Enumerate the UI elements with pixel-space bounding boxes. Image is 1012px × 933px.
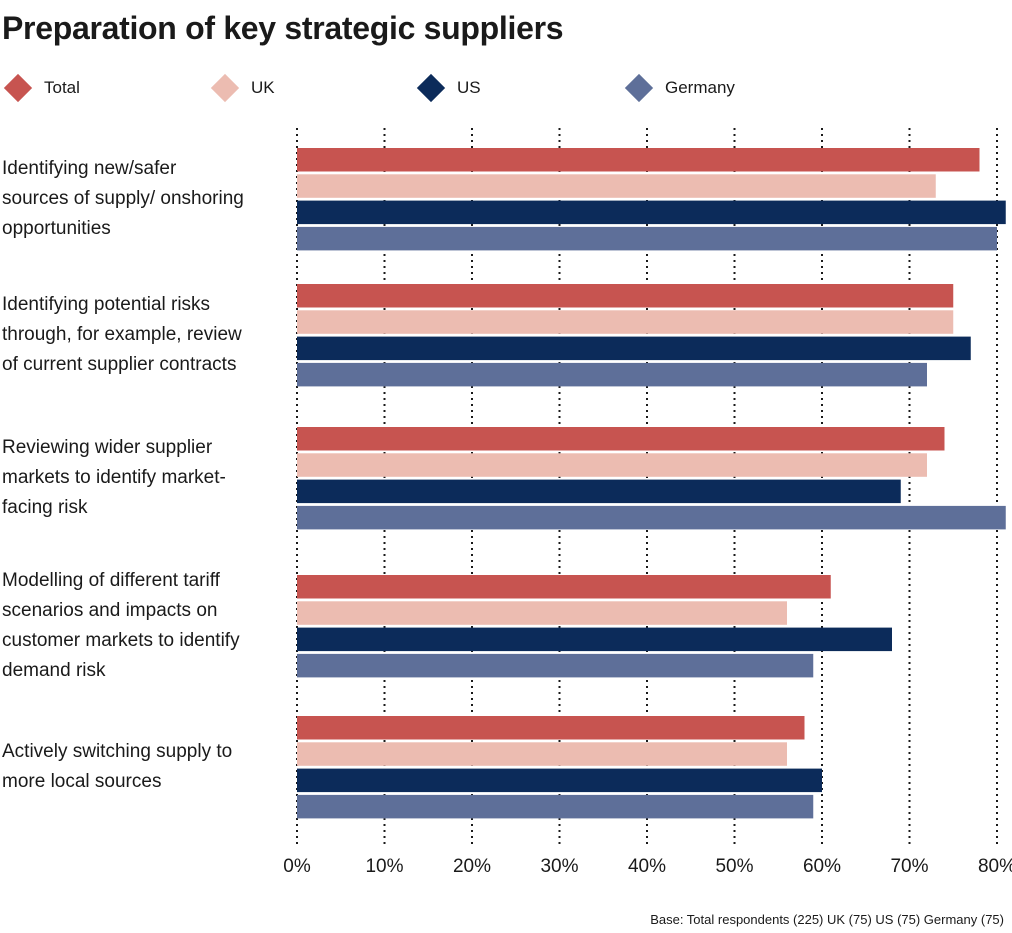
- bar-total-3: [297, 427, 945, 451]
- x-tick-label-60: 60%: [803, 856, 841, 877]
- x-tick-label-10: 10%: [365, 856, 403, 877]
- legend-label-uk: UK: [251, 78, 275, 97]
- category-label-line: Modelling of different tariff: [2, 570, 220, 592]
- category-label-3: Reviewing wider supplier markets to ident…: [2, 433, 282, 523]
- x-tick-label-20: 20%: [453, 856, 491, 877]
- category-label-line: of current supplier contracts: [2, 354, 237, 376]
- category-label-line: scenarios and impacts on: [2, 600, 218, 622]
- category-label-line: customer markets to identify: [2, 630, 240, 652]
- x-tick-label-80: 80%: [978, 856, 1012, 877]
- legend-label-us: US: [457, 78, 481, 97]
- legend-label-total: Total: [44, 78, 80, 97]
- bar-germany-3: [297, 505, 1006, 530]
- category-label-2: Identifying potential risks through, for …: [2, 290, 282, 380]
- x-tick-label-50: 50%: [715, 856, 753, 877]
- category-label-line: facing risk: [2, 497, 88, 519]
- legend-item-germany: Germany: [621, 70, 735, 106]
- category-label-line: Identifying new/safer: [2, 158, 177, 180]
- legend: Total UK US Germany: [0, 70, 1012, 106]
- category-label-line: Identifying potential risks: [2, 294, 211, 316]
- bar-uk-4: [297, 601, 787, 625]
- bar-germany-2: [297, 362, 927, 387]
- bar-germany-5: [297, 794, 814, 819]
- bar-germany-4: [297, 653, 814, 678]
- category-label-line: demand risk: [2, 660, 106, 682]
- category-label-line: opportunities: [2, 218, 111, 240]
- footnote: Base: Total respondents (225) UK (75) US…: [650, 912, 1004, 927]
- bar-total-1: [297, 148, 980, 172]
- bar-germany-1: [297, 226, 997, 251]
- legend-item-uk: UK: [207, 70, 275, 106]
- bar-uk-3: [297, 453, 927, 477]
- x-tick-label-30: 30%: [540, 856, 578, 877]
- category-label-1: Identifying new/safer sources of supply/ …: [2, 154, 282, 244]
- bar-us-5: [297, 768, 822, 793]
- bar-total-2: [297, 284, 954, 308]
- bar-us-1: [297, 200, 1006, 225]
- bar-us-4: [297, 627, 892, 652]
- bar-uk-1: [297, 174, 936, 198]
- legend-label-germany: Germany: [665, 78, 735, 97]
- bar-total-4: [297, 575, 831, 599]
- category-label-line: sources of supply/ onshoring: [2, 188, 244, 210]
- x-tick-label-70: 70%: [890, 856, 928, 877]
- legend-item-total: Total: [0, 70, 80, 106]
- bar-uk-2: [297, 310, 954, 334]
- category-label-line: more local sources: [2, 771, 162, 793]
- bar-uk-5: [297, 742, 787, 766]
- category-label-line: through, for example, review: [2, 324, 242, 346]
- bar-us-2: [297, 336, 971, 361]
- category-label-line: Reviewing wider supplier: [2, 437, 213, 459]
- category-label-5: Actively switching supply to more local s…: [2, 737, 282, 797]
- bar-total-5: [297, 716, 805, 740]
- chart-title: Preparation of key strategic suppliers: [2, 10, 564, 46]
- category-label-line: Actively switching supply to: [2, 741, 233, 763]
- x-tick-label-40: 40%: [628, 856, 666, 877]
- legend-item-us: US: [413, 70, 481, 106]
- bar-us-3: [297, 479, 901, 504]
- category-label-4: Modelling of different tariff scenarios a…: [2, 566, 282, 686]
- x-tick-label-0: 0%: [283, 856, 311, 877]
- category-label-line: markets to identify market-: [2, 467, 226, 489]
